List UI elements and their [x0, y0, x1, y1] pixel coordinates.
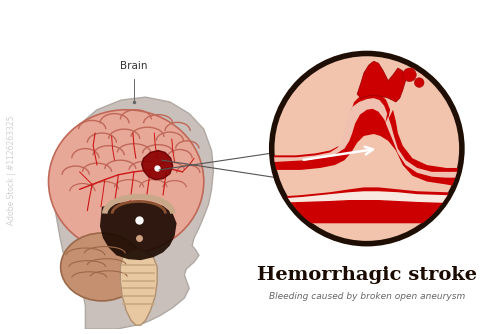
Circle shape: [414, 78, 424, 88]
Polygon shape: [272, 187, 462, 223]
Circle shape: [412, 61, 419, 69]
Circle shape: [421, 67, 429, 75]
Circle shape: [404, 58, 410, 64]
Polygon shape: [272, 191, 462, 204]
Polygon shape: [357, 61, 406, 102]
Circle shape: [272, 53, 462, 244]
Text: Brain: Brain: [120, 61, 148, 71]
Polygon shape: [100, 201, 176, 260]
Circle shape: [402, 68, 416, 81]
Text: Bleeding caused by broken open aneurysm: Bleeding caused by broken open aneurysm: [268, 292, 465, 301]
Polygon shape: [272, 98, 462, 178]
Ellipse shape: [48, 110, 204, 254]
Text: Adobe Stock | #1126263325: Adobe Stock | #1126263325: [7, 115, 16, 225]
Polygon shape: [272, 92, 462, 187]
Polygon shape: [54, 97, 214, 329]
Text: Hemorrhagic stroke: Hemorrhagic stroke: [257, 266, 477, 284]
Polygon shape: [120, 249, 157, 325]
Polygon shape: [142, 151, 172, 180]
Ellipse shape: [60, 233, 143, 301]
